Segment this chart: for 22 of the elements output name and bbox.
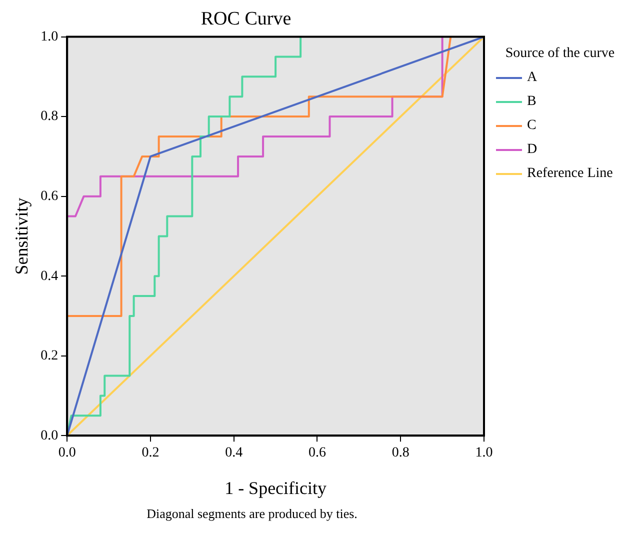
legend-label: Reference Line [527,166,613,182]
x-axis-title: 1 - Specificity [224,478,327,498]
legend-label: B [527,94,536,110]
y-tick-label: 0.0 [40,428,58,444]
y-axis-title: Sensitivity [12,198,32,275]
y-tick-label: 0.4 [40,268,58,284]
x-tick-label: 0.4 [225,446,243,461]
legend-label: A [527,70,538,86]
text: Diagonal segments are produced by ties. [146,506,358,522]
x-tick-label: 0.8 [392,446,410,461]
chart-title: ROC Curve [200,8,292,30]
legend-title: Source of the curve [504,45,616,63]
y-tick-label: 0.2 [40,348,58,364]
x-tick-label: 1.0 [475,446,493,461]
x-tick-label: 0.2 [142,446,160,461]
y-tick-label: 1.0 [40,29,58,44]
x-tick-label: 0.0 [58,446,76,461]
legend-label: C [527,118,536,134]
legend-label: D [527,142,538,158]
y-tick-label: 0.8 [40,109,58,124]
x-tick-label: 0.6 [308,446,326,461]
y-tick-label: 0.6 [40,188,58,204]
